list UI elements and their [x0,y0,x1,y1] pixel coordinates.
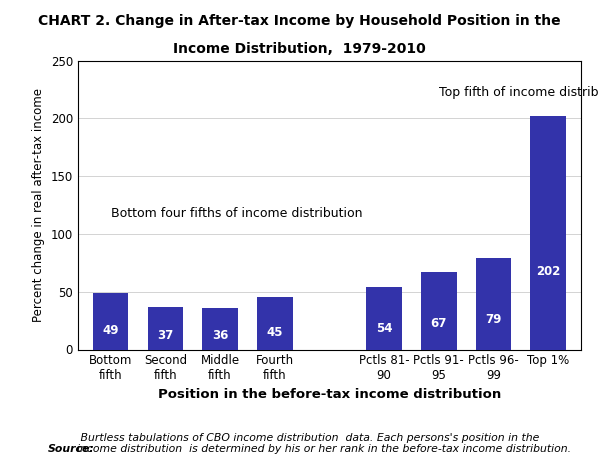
Bar [421,272,456,350]
Bar [531,116,566,350]
Y-axis label: Percent change in real after-tax income: Percent change in real after-tax income [32,88,45,322]
Bar [147,307,183,350]
Text: 45: 45 [267,326,283,339]
Bar [257,297,292,350]
Bar [93,293,128,350]
Text: Top fifth of income distribution: Top fifth of income distribution [439,86,599,99]
Text: 67: 67 [431,317,447,330]
Text: Bottom four fifths of income distribution: Bottom four fifths of income distributio… [111,206,362,219]
Text: 36: 36 [212,329,228,342]
Text: 37: 37 [158,329,174,342]
Text: CHART 2. Change in After-tax Income by Household Position in the: CHART 2. Change in After-tax Income by H… [38,14,561,28]
Text: 54: 54 [376,322,392,335]
Text: 79: 79 [485,313,502,326]
Text: 49: 49 [102,324,119,337]
Text: Income Distribution,  1979-2010: Income Distribution, 1979-2010 [173,42,426,56]
X-axis label: Position in the before-tax income distribution: Position in the before-tax income distri… [158,388,501,401]
Bar [367,287,402,350]
Bar [202,308,238,350]
Text: Burtless tabulations of CBO income distribution  data. Each persons's position i: Burtless tabulations of CBO income distr… [77,433,571,454]
Bar [476,258,512,350]
Text: 202: 202 [536,265,561,278]
Text: Source:: Source: [48,445,95,454]
